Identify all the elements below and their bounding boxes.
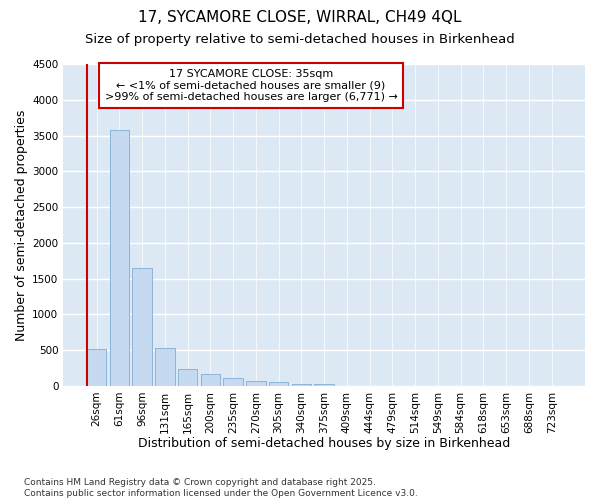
Bar: [110, 130, 129, 386]
Bar: [87, 350, 106, 386]
Text: Contains HM Land Registry data © Crown copyright and database right 2025.
Contai: Contains HM Land Registry data © Crown c…: [24, 478, 418, 498]
Bar: [155, 348, 175, 386]
Bar: [178, 369, 197, 386]
Text: Size of property relative to semi-detached houses in Birkenhead: Size of property relative to semi-detach…: [85, 32, 515, 46]
Bar: [201, 374, 220, 386]
Bar: [133, 268, 152, 386]
Y-axis label: Number of semi-detached properties: Number of semi-detached properties: [15, 109, 28, 340]
X-axis label: Distribution of semi-detached houses by size in Birkenhead: Distribution of semi-detached houses by …: [138, 437, 510, 450]
Bar: [292, 384, 311, 386]
Bar: [314, 384, 334, 386]
Bar: [246, 381, 266, 386]
Text: 17, SYCAMORE CLOSE, WIRRAL, CH49 4QL: 17, SYCAMORE CLOSE, WIRRAL, CH49 4QL: [138, 10, 462, 25]
Bar: [223, 378, 243, 386]
Text: 17 SYCAMORE CLOSE: 35sqm
← <1% of semi-detached houses are smaller (9)
>99% of s: 17 SYCAMORE CLOSE: 35sqm ← <1% of semi-d…: [104, 69, 398, 102]
Bar: [269, 382, 289, 386]
